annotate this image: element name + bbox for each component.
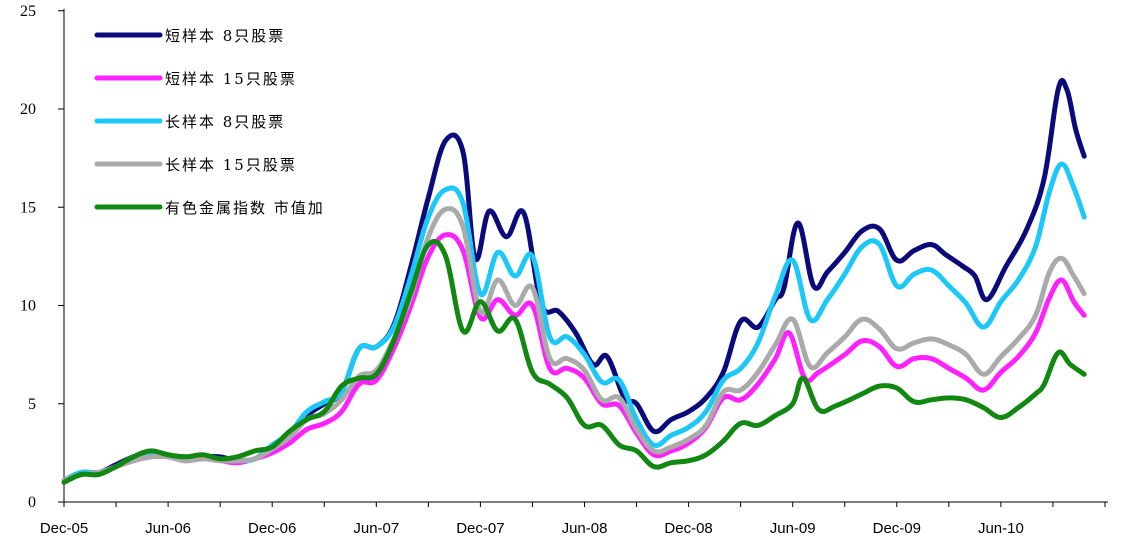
legend-item-metal-index: 有色金属指数 市值加	[94, 199, 325, 217]
y-tick-label: 20	[20, 101, 36, 118]
legend-label: 长样本 8只股票	[165, 113, 285, 131]
y-tick-label: 15	[20, 199, 36, 216]
x-tick-label: Jun-07	[353, 520, 399, 537]
y-tick-label: 10	[20, 298, 36, 315]
x-tick-label: Dec-05	[40, 520, 88, 537]
x-tick-label: Dec-08	[664, 520, 712, 537]
series-line-long-15	[61, 206, 1087, 483]
x-tick-label: Jun-09	[770, 520, 816, 537]
legend-item-long-15: 长样本 15只股票	[94, 156, 297, 174]
x-tick-label: Jun-08	[562, 520, 608, 537]
legend-item-short-8: 短样本 8只股票	[94, 27, 285, 45]
x-tick-label: Jun-06	[145, 520, 191, 537]
legend-label: 有色金属指数 市值加	[165, 199, 325, 217]
y-tick-label: 5	[28, 396, 36, 413]
legend-label: 短样本 8只股票	[165, 27, 285, 45]
legend-label: 长样本 15只股票	[165, 156, 297, 174]
series-layer	[61, 77, 1087, 485]
x-tick-label: Jun-10	[978, 520, 1024, 537]
legend-label: 短样本 15只股票	[165, 70, 297, 88]
x-tick-label: Dec-09	[873, 520, 921, 537]
y-tick-label: 25	[20, 3, 36, 20]
legend-item-long-8: 长样本 8只股票	[94, 113, 285, 131]
x-tick-label: Dec-06	[248, 520, 296, 537]
legend-item-short-15: 短样本 15只股票	[94, 70, 297, 88]
x-tick-label: Dec-07	[456, 520, 504, 537]
y-tick-label: 0	[28, 494, 36, 511]
series-line-metal-index	[61, 238, 1087, 485]
series-line-short-8	[61, 77, 1087, 483]
axes: 0 5 10 15 20 25 Dec-05 Jun-06 Dec-06 Jun-07 Dec-07…	[20, 3, 1108, 537]
